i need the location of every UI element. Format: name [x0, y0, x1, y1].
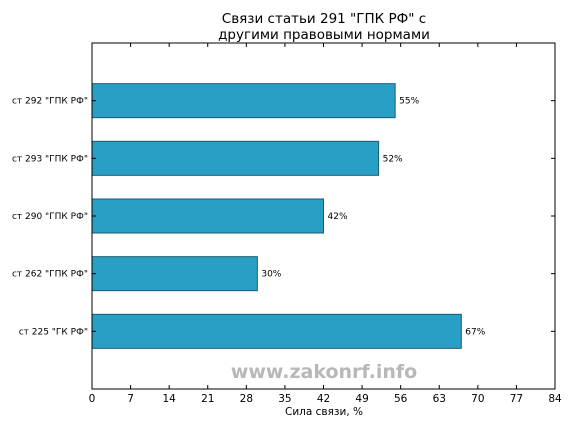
x-tick-label-4: 28: [240, 393, 253, 405]
category-label-3: ст 262 "ГПК РФ": [12, 270, 88, 280]
x-tick-label-3: 21: [201, 393, 214, 405]
value-label-0: 55%: [399, 97, 419, 107]
x-tick-label-2: 14: [162, 393, 176, 405]
x-axis-title: Сила связи, %: [285, 406, 363, 418]
x-tick-label-9: 63: [433, 393, 446, 405]
value-label-2: 42%: [328, 212, 348, 222]
category-label-1: ст 293 "ГПК РФ": [12, 154, 88, 164]
category-label-0: ст 292 "ГПК РФ": [12, 97, 88, 107]
category-label-2: ст 290 "ГПК РФ": [12, 212, 88, 222]
watermark-text: www.zakonrf.info: [231, 361, 417, 383]
bars-layer: [91, 83, 462, 349]
bar-4: [91, 313, 462, 349]
value-label-4: 67%: [465, 327, 485, 337]
chart-title-line-1: Связи статьи 291 "ГПК РФ" с: [222, 11, 426, 27]
category-label-4: ст 225 "ГК РФ": [19, 327, 88, 337]
bar-1: [91, 140, 380, 176]
bar-3: [91, 256, 258, 292]
value-label-1: 52%: [383, 154, 403, 164]
x-tick-label-8: 56: [394, 393, 408, 405]
x-tick-label-10: 70: [471, 393, 484, 405]
x-tick-label-5: 35: [278, 393, 291, 405]
labels-layer: ст 292 "ГПК РФ" 55% ст 293 "ГПК РФ" 52% ст 2…: [12, 97, 486, 338]
x-tick-label-11: 77: [510, 393, 523, 405]
x-tick-label-1: 7: [127, 393, 134, 405]
chart-title-line-2: другими правовыми нормами: [218, 27, 430, 43]
value-label-3: 30%: [261, 270, 281, 280]
ticks-layer: 0 7 14 21 28 35 42 49 56 63 70 77 84: [89, 43, 562, 405]
x-tick-label-7: 49: [355, 393, 368, 405]
x-tick-label-12: 84: [548, 393, 562, 405]
x-tick-label-6: 42: [317, 393, 330, 405]
x-tick-label-0: 0: [89, 393, 96, 405]
bar-2: [91, 198, 324, 234]
bar-0: [91, 83, 396, 119]
